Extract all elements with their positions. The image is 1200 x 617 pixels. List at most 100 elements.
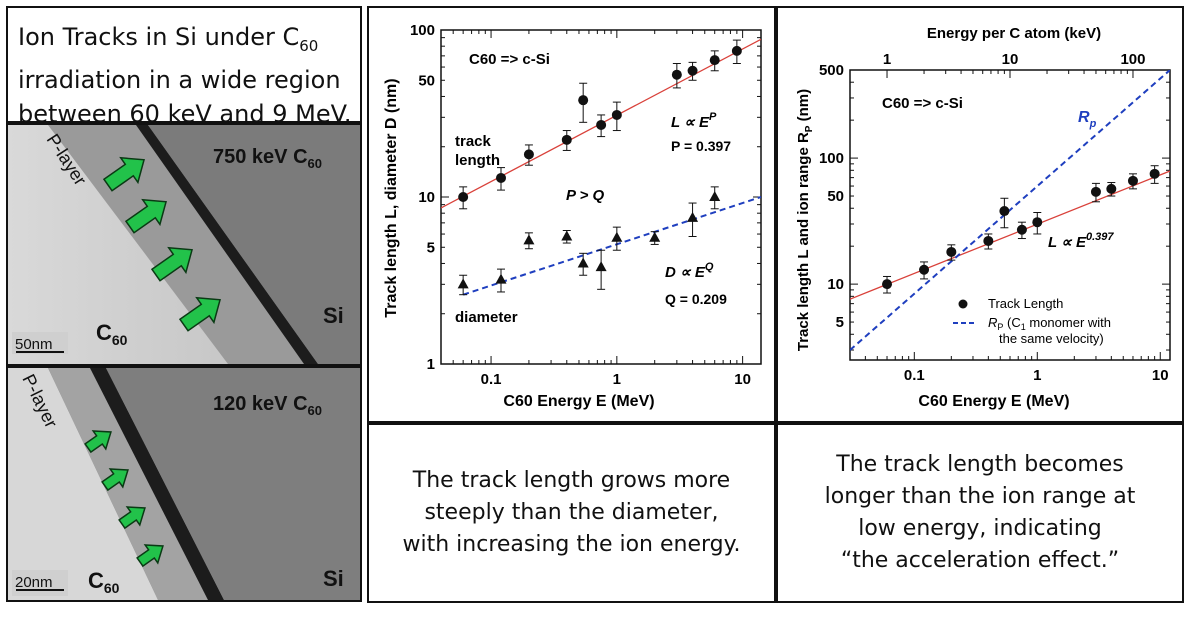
data-point <box>687 65 698 76</box>
data-point <box>731 45 742 56</box>
interface-line <box>136 125 318 364</box>
title-line-1: Ion Tracks in Si under C <box>18 23 300 51</box>
tem-750kev-graphic: P-layer 750 keV C60 50nm C60 Si <box>8 125 360 364</box>
legend-label-rp: RP (C1 monomer with <box>988 315 1111 332</box>
data-point <box>496 172 507 183</box>
arrow-icons <box>84 430 164 568</box>
chart2-xlabel: C60 Energy E (MeV) <box>918 393 1069 410</box>
p-layer-region <box>48 368 208 600</box>
caption-right-text: The track length becomes longer than the… <box>778 425 1182 601</box>
arrow-icon <box>124 198 168 234</box>
y-tick-label: 1 <box>427 356 435 373</box>
x-tick-label: 10 <box>1152 367 1169 384</box>
y-tick-label: 100 <box>819 150 844 167</box>
chart2-system-label: C60 => c-Si <box>882 95 963 112</box>
data-point <box>983 235 994 246</box>
data-point <box>457 278 469 289</box>
x-tick-label: 0.1 <box>481 371 502 388</box>
chart2-legend: Track Length RP (C1 monomer with the sam… <box>953 296 1111 346</box>
chart-track-length-ion-range: 0.1 1 10 5 10 50 100 500 1 10 100 Energy per C ato… <box>776 6 1184 423</box>
c60-label: C60 <box>96 320 128 348</box>
chart2-top-xlabel: Energy per C atom (keV) <box>927 25 1101 42</box>
caption-right-line: longer than the ion range at <box>824 484 1136 509</box>
y-tick-label: 10 <box>827 276 844 293</box>
caption-left: The track length grows more steeply than… <box>367 423 776 603</box>
data-point <box>1032 217 1043 228</box>
caption-left-line: with increasing the ion energy. <box>402 532 741 557</box>
caption-left-line: steeply than the diameter, <box>424 500 719 525</box>
y-tick-label: 100 <box>410 22 435 39</box>
data-point <box>1127 175 1138 186</box>
x-tick-label: 10 <box>734 371 751 388</box>
data-point <box>946 246 957 257</box>
title-subscript: 60 <box>299 36 319 55</box>
data-point <box>577 257 589 268</box>
data-point <box>882 279 893 290</box>
data-point <box>649 231 661 242</box>
y-tick-label: 5 <box>836 314 844 331</box>
data-point <box>523 234 535 245</box>
caption-right-line: The track length becomes <box>836 452 1124 477</box>
arrow-icon <box>118 506 146 530</box>
chart1-l-law: L ∝ EP <box>671 111 717 131</box>
caption-right: The track length becomes longer than the… <box>776 423 1184 603</box>
data-point <box>596 119 607 130</box>
scale-bar-background <box>12 570 68 596</box>
data-point <box>671 69 682 80</box>
y-tick-label: 5 <box>427 239 435 256</box>
data-point <box>1016 224 1027 235</box>
scale-label: 20nm <box>15 574 53 591</box>
arrow-icon <box>150 246 194 282</box>
chart1-pq-label: P > Q <box>566 187 605 204</box>
tem-image-750kev: P-layer 750 keV C60 50nm C60 Si <box>6 123 362 366</box>
chart-track-length-diameter: 0.1 1 10 1 5 10 50 100 C60 => c-Si track length… <box>367 6 776 423</box>
data-point <box>578 95 589 106</box>
chart1-d-law: D ∝ EQ <box>665 261 714 281</box>
scale-bar-background <box>12 332 68 354</box>
tem-image-120kev: P-layer 120 keV C60 20nm C60 Si <box>6 366 362 602</box>
arrow-icons <box>102 156 222 332</box>
c60-label: C60 <box>88 568 120 596</box>
chart2-svg: 0.1 1 10 5 10 50 100 500 1 10 100 Energy per C ato… <box>795 25 1171 410</box>
tem-label: 120 keV C60 <box>213 393 322 418</box>
chart1-track-label: track <box>455 133 492 150</box>
chart1-ylabel: Track length L, diameter D (nm) <box>383 78 400 317</box>
title-line-2: irradiation in a wide region <box>18 65 341 94</box>
chart1-q-value: Q = 0.209 <box>665 291 727 307</box>
chart1-system-label: C60 => c-Si <box>469 51 550 68</box>
chart1-diameter-label: diameter <box>455 309 518 326</box>
top-x-tick-label: 1 <box>883 51 891 68</box>
data-point <box>561 134 572 145</box>
x-tick-label: 1 <box>1033 367 1041 384</box>
data-point <box>687 211 699 222</box>
data-point <box>495 273 507 284</box>
caption-right-line: “the acceleration effect.” <box>840 548 1120 573</box>
tem-label: 750 keV C60 <box>213 146 322 171</box>
data-point <box>561 230 573 241</box>
page-title: Ion Tracks in Si under C60 irradiation i… <box>18 20 352 131</box>
title-box: Ion Tracks in Si under C60 irradiation i… <box>6 6 362 128</box>
data-point <box>999 206 1010 217</box>
arrow-icon <box>178 296 222 332</box>
data-point <box>1149 168 1160 179</box>
data-point <box>709 191 721 201</box>
chart1-p-value: P = 0.397 <box>671 138 731 154</box>
fit-line <box>462 196 761 296</box>
x-tick-label: 1 <box>613 371 621 388</box>
fit-line <box>850 170 1170 300</box>
data-point <box>919 264 930 275</box>
arrow-icon <box>102 156 146 192</box>
arrow-icon <box>136 544 164 568</box>
chart2-ylabel: Track length L and ion range RP (nm) <box>795 89 815 351</box>
caption-right-line: low energy, indicating <box>858 516 1102 541</box>
si-label: Si <box>323 566 344 591</box>
scale-label: 50nm <box>15 336 53 353</box>
data-point <box>611 109 622 120</box>
legend-label-track-length: Track Length <box>988 296 1063 311</box>
x-tick-label: 0.1 <box>904 367 925 384</box>
data-point <box>611 231 623 242</box>
arrow-icon <box>101 468 129 492</box>
chart1-length-label: length <box>455 152 500 169</box>
data-point <box>1106 183 1117 194</box>
top-x-tick-label: 100 <box>1120 51 1145 68</box>
